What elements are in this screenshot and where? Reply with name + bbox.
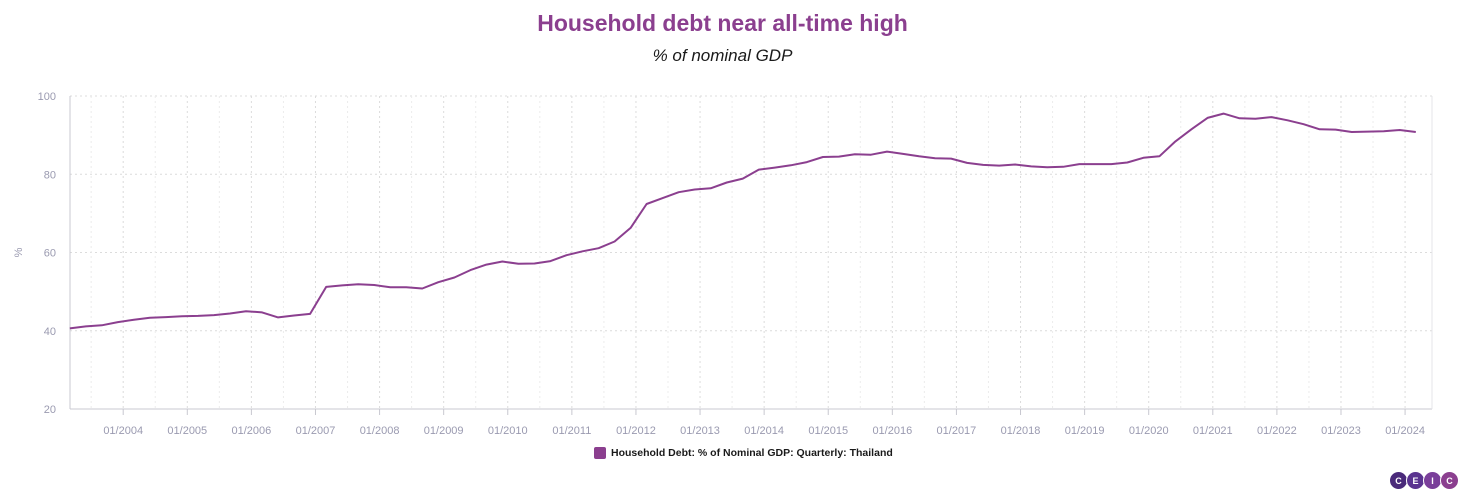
chart-title: Household debt near all-time high [537, 10, 908, 36]
x-tick-label: 01/2011 [552, 425, 591, 437]
y-tick-label: 40 [44, 326, 56, 338]
x-tick-label: 01/2006 [232, 425, 272, 437]
x-tick-label: 01/2007 [296, 425, 336, 437]
axes [69, 96, 1433, 415]
y-tick-label: 100 [38, 91, 56, 103]
y-tick-label: 60 [44, 248, 56, 260]
x-tick-label: 01/2016 [872, 425, 912, 437]
logo-dot: C [1440, 471, 1459, 490]
series-line [69, 112, 1416, 330]
y-tick-label: 20 [44, 404, 56, 416]
x-tick-label: 01/2008 [360, 425, 400, 437]
legend-swatch [594, 447, 606, 459]
x-tick-label: 01/2020 [1129, 425, 1169, 437]
x-tick-label: 01/2024 [1385, 425, 1425, 437]
y-axis-label: % [13, 247, 25, 257]
x-tick-label: 01/2012 [616, 425, 656, 437]
x-tick-label: 01/2005 [167, 425, 207, 437]
x-tick-label: 01/2015 [808, 425, 848, 437]
grid [70, 95, 1432, 410]
x-tick-label: 01/2018 [1001, 425, 1041, 437]
logo-dot: I [1423, 471, 1442, 490]
x-tick-label: 01/2021 [1193, 425, 1233, 437]
x-tick-label: 01/2022 [1257, 425, 1297, 437]
y-tick-label: 80 [44, 169, 56, 181]
x-tick-label: 01/2013 [680, 425, 720, 437]
x-tick-label: 01/2017 [937, 425, 977, 437]
x-tick-label: 01/2004 [103, 425, 143, 437]
legend[interactable]: Household Debt: % of Nominal GDP: Quarte… [594, 447, 893, 459]
legend-label: Household Debt: % of Nominal GDP: Quarte… [611, 447, 893, 459]
x-tick-label: 01/2009 [424, 425, 464, 437]
tick-labels: 20 40 60 80 100 01/2004 01/2005 01/2006 01/2007 0… [13, 91, 1425, 437]
series-lines [69, 112, 1416, 330]
chart-subtitle: % of nominal GDP [652, 46, 793, 65]
x-tick-label: 01/2019 [1065, 425, 1105, 437]
x-tick-label: 01/2023 [1321, 425, 1361, 437]
x-tick-label: 01/2014 [744, 425, 784, 437]
x-tick-label: 01/2010 [488, 425, 528, 437]
